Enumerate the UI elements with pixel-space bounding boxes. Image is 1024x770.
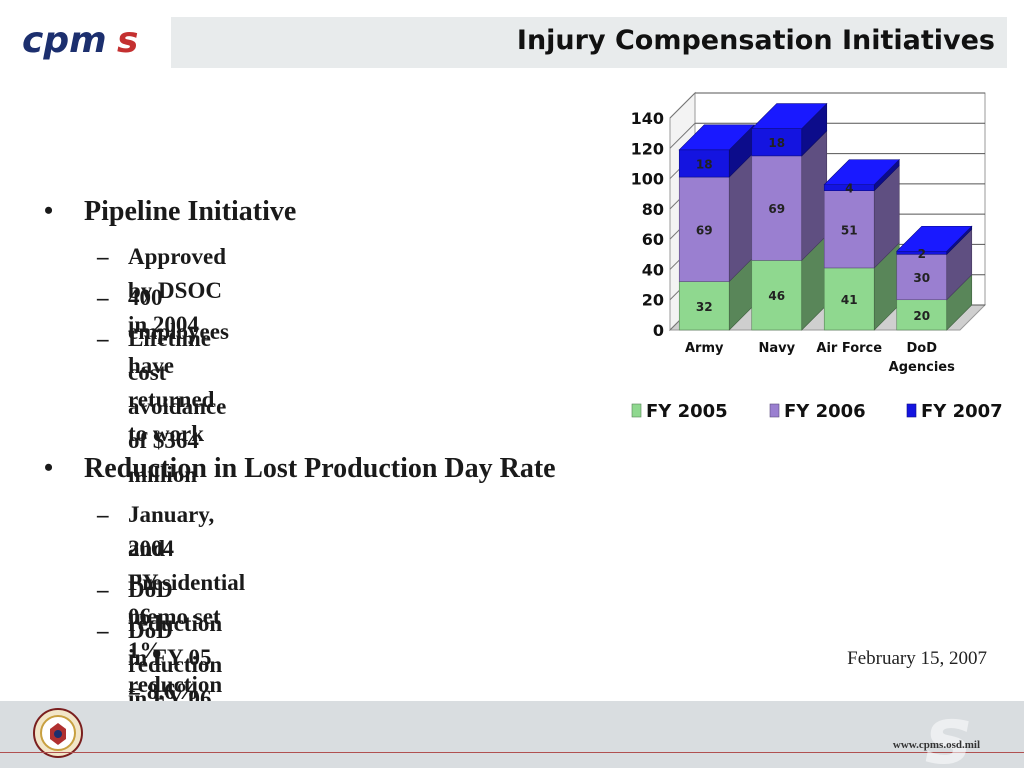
bullet-dot: • (44, 196, 54, 225)
page-title: Injury Compensation Initiatives (516, 25, 995, 56)
bar-segment (678, 149, 730, 178)
data-label: 69 (768, 202, 785, 216)
watermark-s-logo: s (925, 703, 971, 768)
data-label: 41 (841, 293, 858, 307)
x-category-label: Navy (758, 341, 795, 356)
bullet-label: Reduction in Lost Production Day Rate (84, 453, 556, 484)
legend-swatch (906, 403, 917, 418)
seal-icon (33, 708, 83, 758)
gridline (669, 92, 696, 119)
svg-text:s: s (925, 703, 971, 768)
bar-segment (823, 267, 875, 331)
bar-segment (896, 253, 948, 301)
y-tick-label: 40 (642, 260, 664, 279)
footer (0, 701, 1024, 768)
legend-swatch (631, 403, 642, 418)
bar-top (823, 159, 900, 185)
svg-text:s: s (117, 20, 138, 60)
data-label: 30 (913, 271, 930, 285)
footer-rule (0, 752, 1024, 753)
y-tick-label: 120 (631, 139, 664, 158)
x-category-label: Air Force (816, 341, 882, 356)
slide-date: February 15, 2007 (847, 648, 987, 669)
bullet-dot: • (44, 453, 54, 482)
data-label: 69 (696, 223, 713, 237)
legend-label: FY 2005 (646, 401, 728, 422)
data-label: 18 (768, 136, 785, 150)
bar-segment (896, 299, 948, 331)
y-tick-label: 60 (642, 230, 664, 249)
x-category-label: DoD Agencies (889, 341, 955, 375)
stacked-bar-chart: 0 20 40 60 80 100 120 140 32 69 18 Army 46 69 18 Navy 41… (631, 91, 1003, 422)
data-label: 51 (841, 223, 858, 237)
bar-segment (751, 260, 803, 331)
bullet-label: Pipeline Initiative (84, 196, 297, 227)
gridline (669, 122, 696, 149)
bar-segment (751, 155, 803, 261)
data-label: 18 (696, 157, 713, 171)
x-category-label: Army (685, 341, 724, 356)
data-label: 46 (768, 289, 785, 303)
data-label: 2 (918, 247, 926, 261)
svg-text:cpm: cpm (22, 20, 107, 60)
bar-top (751, 103, 828, 129)
data-label: 32 (696, 300, 713, 314)
y-tick-label: 100 (631, 170, 664, 189)
legend-label: FY 2007 (921, 401, 1003, 422)
cpms-logo: cpm s (22, 20, 138, 60)
title-bar: Injury Compensation Initiatives (171, 17, 1007, 68)
data-label: 20 (913, 309, 930, 323)
bar-segment (823, 190, 875, 269)
legend-label: FY 2006 (784, 401, 866, 422)
y-tick-label: 80 (642, 200, 664, 219)
bar-top (896, 225, 973, 252)
bar-top (678, 124, 755, 151)
y-tick-label: 20 (642, 291, 664, 310)
legend-swatch (769, 403, 780, 418)
footer-url: www.cpms.osd.mil (892, 739, 980, 751)
bar-segment (751, 128, 803, 157)
y-tick-label: 0 (653, 321, 664, 340)
y-tick-label: 140 (631, 109, 664, 128)
data-label: 4 (845, 182, 853, 196)
